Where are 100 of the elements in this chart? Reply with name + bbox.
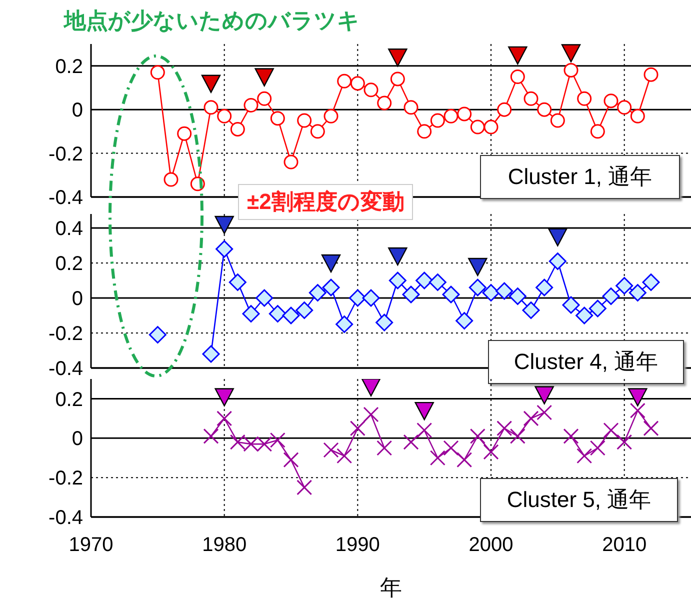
point <box>444 108 458 124</box>
point <box>257 91 272 106</box>
point <box>563 428 579 444</box>
point <box>470 120 485 134</box>
point <box>522 302 540 319</box>
point <box>376 440 392 456</box>
point <box>350 76 365 91</box>
y-tick-label: 0 <box>72 100 83 122</box>
point <box>588 300 606 318</box>
point <box>630 108 645 124</box>
point <box>416 422 432 438</box>
point <box>483 444 499 460</box>
point <box>602 288 620 305</box>
point <box>523 410 539 426</box>
point <box>216 240 234 258</box>
text: Cluster 5, 通年 <box>480 478 678 522</box>
point <box>362 289 380 307</box>
point <box>228 274 246 291</box>
point <box>616 277 634 294</box>
point <box>217 108 232 124</box>
point <box>322 278 340 296</box>
point <box>548 228 568 246</box>
point <box>562 296 580 314</box>
y-tick-label: 0.2 <box>55 56 83 78</box>
point <box>202 345 220 363</box>
point <box>414 402 434 420</box>
point <box>376 314 394 332</box>
point <box>201 74 221 93</box>
point <box>644 67 658 82</box>
point <box>416 272 434 290</box>
point <box>443 440 459 456</box>
point <box>643 420 659 436</box>
point <box>282 306 300 324</box>
point <box>496 420 512 436</box>
point <box>150 65 165 80</box>
point <box>361 379 381 396</box>
point <box>510 428 526 444</box>
point <box>214 216 234 234</box>
point <box>284 154 298 170</box>
point <box>510 70 525 84</box>
point <box>524 91 538 106</box>
point <box>363 406 379 422</box>
point <box>283 452 299 468</box>
y-tick-label: -0.2 <box>48 323 83 346</box>
point <box>242 305 260 322</box>
point <box>430 450 446 466</box>
point <box>482 284 500 302</box>
point <box>296 302 314 319</box>
y-tick-label: 0.2 <box>55 253 83 276</box>
x-tick-label: 2000 <box>468 534 514 556</box>
point <box>296 480 312 496</box>
point <box>642 274 660 291</box>
point <box>214 388 234 406</box>
point <box>256 289 274 307</box>
point <box>577 91 592 106</box>
point <box>336 448 352 464</box>
point <box>576 306 594 324</box>
text: Cluster 4, 通年 <box>488 340 684 384</box>
point <box>403 434 419 450</box>
y-tick-label: -0.4 <box>48 358 83 380</box>
point <box>310 124 325 139</box>
point <box>534 386 554 404</box>
x-tick-label: 1990 <box>335 534 380 556</box>
point <box>457 106 472 122</box>
point <box>630 402 646 418</box>
point <box>390 72 405 86</box>
y-tick-label: -0.2 <box>48 143 83 166</box>
point <box>628 388 648 406</box>
y-tick-label: -0.4 <box>48 507 83 530</box>
point <box>268 305 286 322</box>
point <box>388 272 406 290</box>
point <box>537 102 552 117</box>
point <box>628 284 646 302</box>
point <box>590 440 606 456</box>
point <box>203 428 219 444</box>
point <box>216 410 232 426</box>
point <box>548 252 566 270</box>
point <box>308 284 326 302</box>
point <box>561 44 581 62</box>
point <box>456 452 472 468</box>
point <box>164 172 178 187</box>
point <box>470 428 486 444</box>
point <box>576 448 592 464</box>
y-tick-label: 0 <box>72 288 83 310</box>
point <box>604 94 618 108</box>
point <box>244 98 258 112</box>
point <box>428 274 446 291</box>
x-tick-label: 1970 <box>68 534 114 556</box>
point <box>456 312 474 330</box>
point <box>484 120 498 134</box>
point <box>442 286 460 304</box>
point <box>337 74 352 88</box>
point <box>550 113 565 128</box>
annotation: ±2割程度の変動 <box>238 184 414 220</box>
point <box>204 100 218 115</box>
point <box>430 113 445 128</box>
point <box>536 404 552 420</box>
point <box>348 289 366 307</box>
point <box>230 122 245 136</box>
point <box>324 108 338 124</box>
